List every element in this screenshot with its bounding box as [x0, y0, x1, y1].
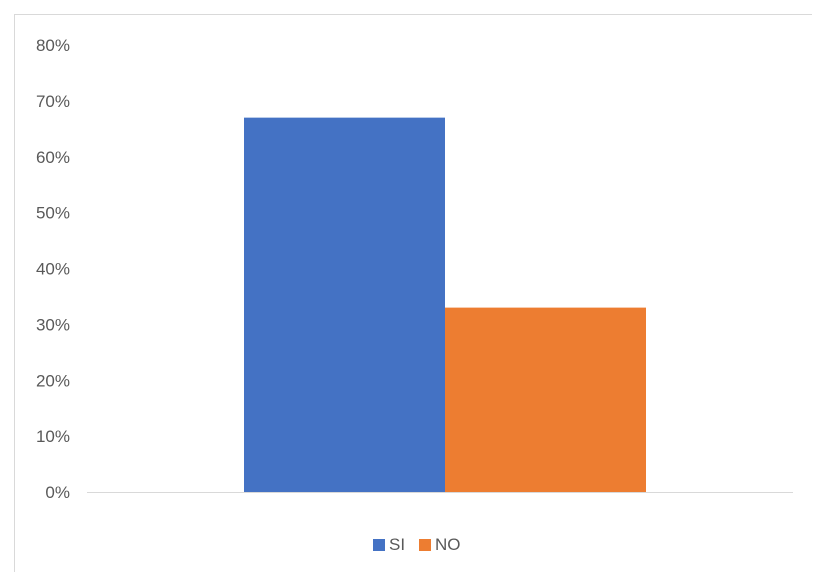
y-tick-label: 10%: [36, 427, 70, 446]
y-tick-label: 70%: [36, 92, 70, 111]
bar-no: [445, 307, 646, 492]
y-tick-label: 0%: [45, 483, 70, 502]
y-tick-label: 80%: [36, 36, 70, 55]
legend-label-si: SI: [389, 535, 405, 554]
y-tick-label: 50%: [36, 204, 70, 223]
y-axis: 0% 10% 20% 30% 40% 50% 60% 70% 80%: [36, 36, 70, 502]
legend-swatch-si: [373, 539, 385, 551]
chart-area: 0% 10% 20% 30% 40% 50% 60% 70% 80% SI NO: [14, 14, 812, 572]
y-tick-label: 30%: [36, 315, 70, 334]
y-tick-label: 40%: [36, 260, 70, 279]
bars: [244, 117, 646, 492]
legend-swatch-no: [419, 539, 431, 551]
y-tick-label: 60%: [36, 148, 70, 167]
legend-label-no: NO: [435, 535, 461, 554]
bar-chart: 0% 10% 20% 30% 40% 50% 60% 70% 80% SI NO: [36, 36, 793, 554]
bar-si: [244, 117, 445, 492]
y-tick-label: 20%: [36, 371, 70, 390]
legend: SI NO: [373, 535, 461, 554]
